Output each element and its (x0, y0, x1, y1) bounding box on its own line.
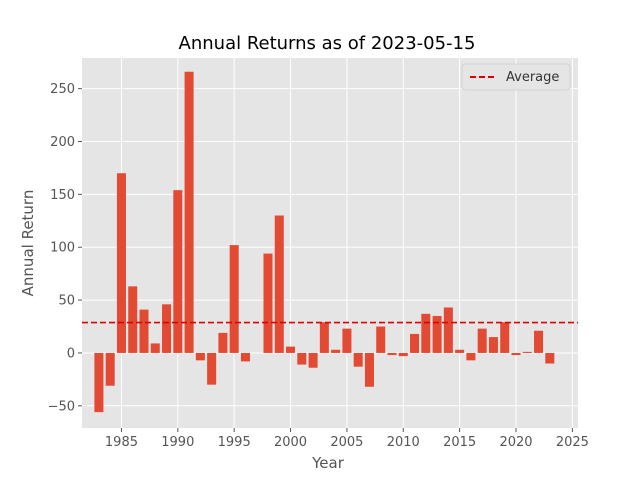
bar-2006 (353, 352, 363, 367)
bar-1998 (263, 253, 273, 353)
x-tick-label: 2015 (443, 435, 476, 450)
y-axis-ticks: −50 0 50 100 150 200 250 (48, 82, 82, 414)
x-tick-label: 2000 (274, 435, 307, 450)
bar-2023 (545, 352, 555, 364)
bar-1988 (150, 343, 160, 353)
y-tick-label: 50 (58, 294, 75, 309)
bar-1983 (94, 352, 104, 413)
bar-1992 (195, 352, 205, 361)
x-axis-title: Year (311, 454, 345, 472)
chart-title: Annual Returns as of 2023-05-15 (179, 33, 476, 54)
bars (94, 71, 555, 413)
bar-1999 (274, 215, 284, 353)
bar-2013 (432, 315, 442, 353)
x-tick-label: 2005 (330, 435, 363, 450)
x-tick-label: 2020 (499, 435, 532, 450)
legend-box (461, 63, 571, 91)
bar-2014 (443, 307, 453, 353)
bar-2005 (342, 328, 352, 353)
bar-2001 (297, 352, 307, 365)
bar-2022 (534, 330, 544, 353)
bar-2007 (364, 352, 374, 387)
x-tick-label: 1995 (218, 435, 251, 450)
bar-1987 (139, 309, 149, 353)
bar-2021 (522, 351, 532, 353)
y-tick-label: 200 (50, 135, 75, 150)
bar-1991 (184, 71, 194, 353)
bar-1996 (240, 352, 250, 362)
bar-2003 (319, 322, 329, 353)
bar-2015 (455, 349, 465, 353)
bar-2017 (477, 328, 487, 353)
bar-1986 (128, 286, 138, 353)
bar-2012 (421, 313, 431, 353)
y-tick-label: −50 (48, 399, 75, 414)
x-tick-label: 2010 (387, 435, 420, 450)
bar-2010 (398, 352, 408, 357)
bar-1990 (173, 190, 183, 353)
legend-average-label: Average (506, 70, 559, 85)
legend: Average (461, 63, 571, 91)
bar-1984 (105, 352, 115, 386)
bar-1993 (207, 352, 217, 385)
bar-2016 (466, 352, 476, 361)
y-tick-label: 150 (50, 188, 75, 203)
bar-2018 (488, 337, 498, 353)
bar-2020 (511, 352, 521, 356)
bar-1995 (229, 245, 239, 353)
y-tick-label: 0 (67, 346, 75, 361)
y-tick-label: 100 (50, 241, 75, 256)
y-axis-title: Annual Return (19, 190, 37, 297)
bar-1985 (116, 173, 126, 353)
x-tick-label: 1985 (105, 435, 138, 450)
bar-2019 (500, 322, 510, 353)
bar-2000 (286, 346, 296, 353)
bar-2002 (308, 352, 318, 368)
bar-2009 (387, 352, 397, 356)
x-axis-ticks: 1985 1990 1995 2000 2005 2010 2015 2020 2025 (105, 428, 589, 450)
x-tick-label: 2025 (556, 435, 589, 450)
x-tick-label: 1990 (161, 435, 194, 450)
bar-2004 (331, 349, 341, 353)
plot-area (82, 58, 578, 428)
bar-2008 (376, 326, 386, 353)
bar-1989 (162, 304, 172, 353)
y-tick-label: 250 (50, 82, 75, 97)
bar-1994 (218, 332, 228, 353)
bar-2011 (410, 333, 420, 353)
